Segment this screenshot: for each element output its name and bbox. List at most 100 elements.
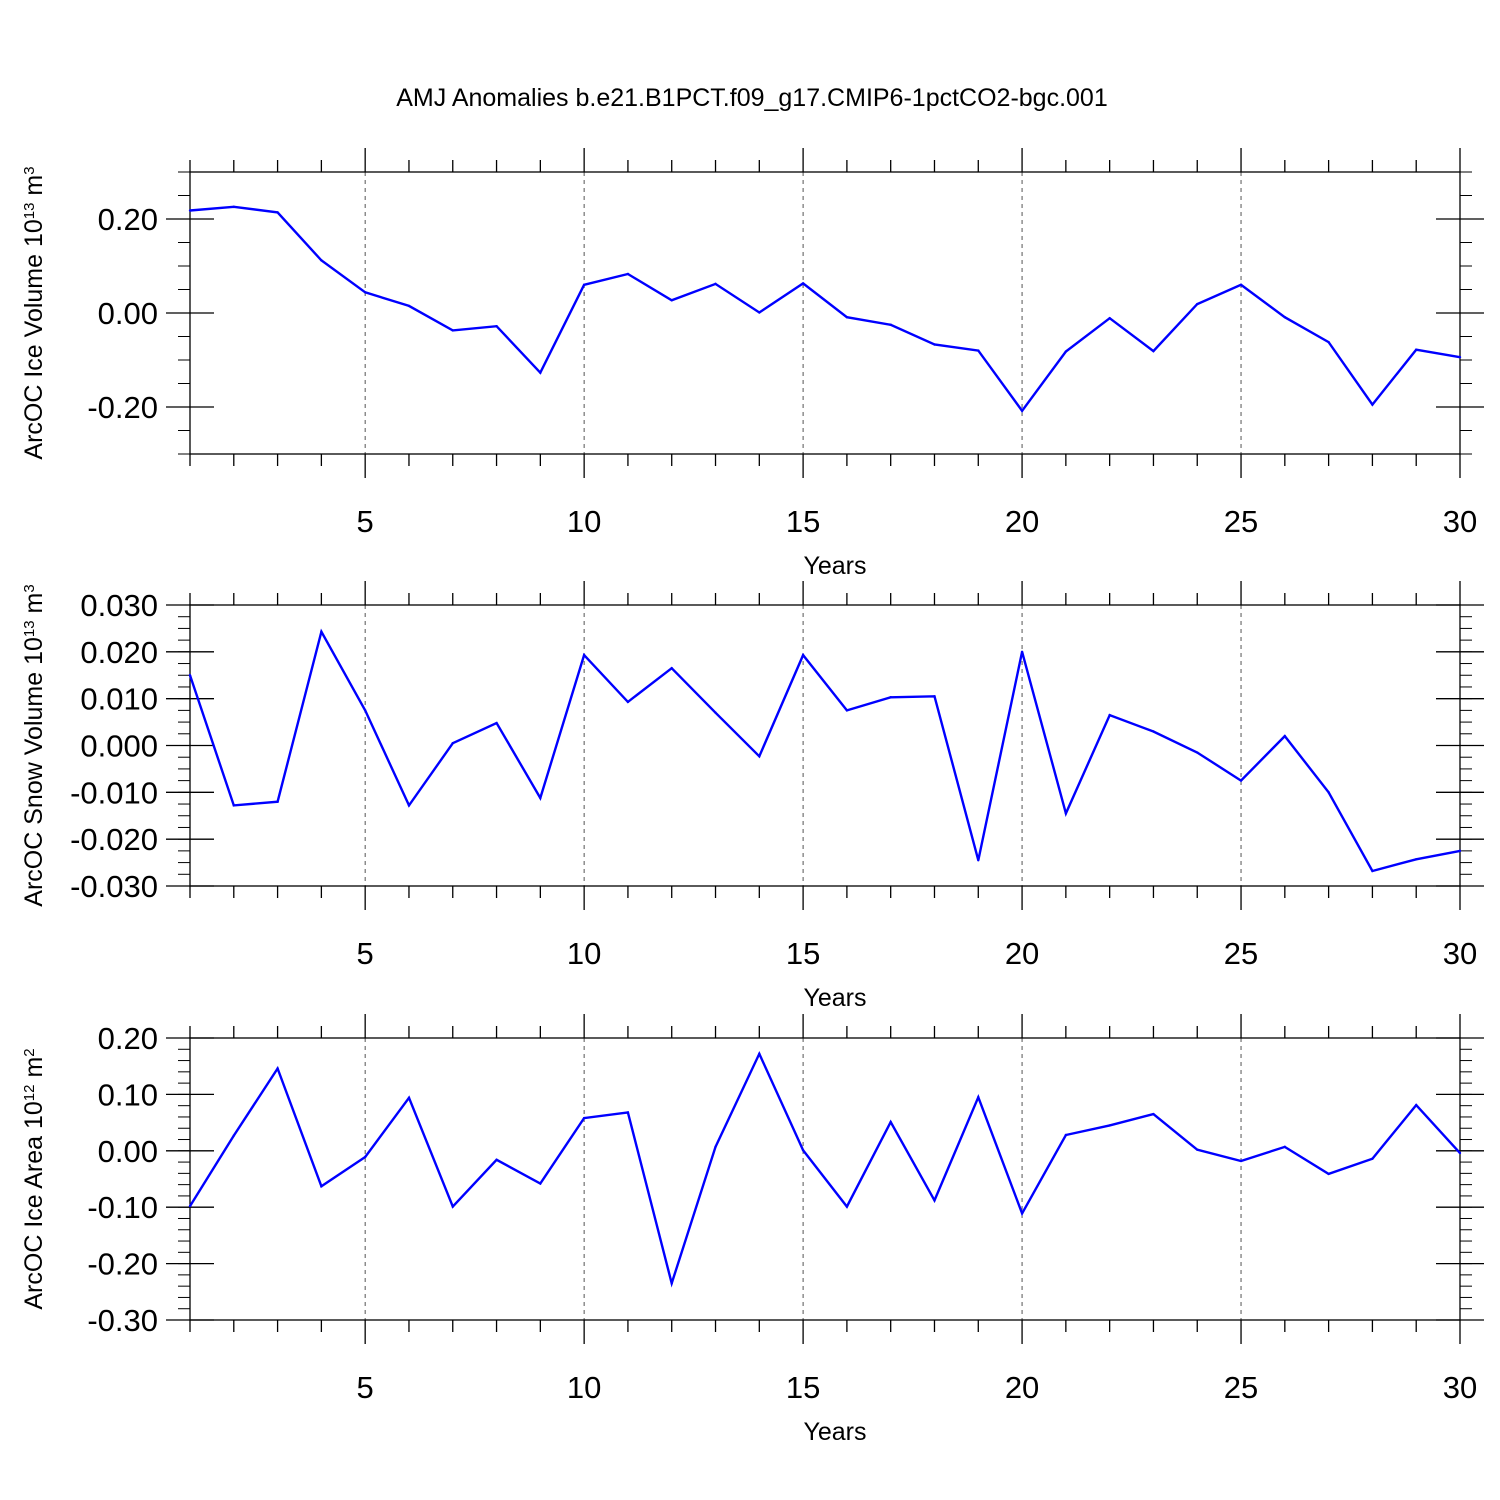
data-point (539, 1182, 542, 1185)
plot-frame (189, 171, 1461, 455)
data-point (1371, 403, 1374, 406)
data-point (276, 1067, 279, 1070)
data-point (1458, 849, 1462, 853)
data-point (1458, 355, 1462, 359)
y-axis-label-unit: m (20, 175, 48, 203)
data-point (1020, 1212, 1024, 1215)
data-point (626, 272, 630, 276)
data-point (1196, 302, 1199, 306)
y-axis-label-base: ArcOC Ice Volume 10 (20, 219, 48, 459)
data-point (188, 1204, 192, 1208)
data-point (670, 299, 673, 302)
data-point (582, 653, 586, 657)
data-point (1415, 348, 1418, 351)
data-point (495, 324, 498, 328)
data-point (1108, 1124, 1111, 1127)
y-tick-label: -0.020 (70, 822, 158, 857)
data-point (1283, 1145, 1287, 1149)
data-point (845, 709, 849, 712)
data-point (758, 311, 761, 314)
x-tick-label: 15 (786, 1370, 820, 1405)
y-tick-label: -0.10 (87, 1190, 158, 1225)
panel-snow-volume: 5 10 15 20 25 30 Years 0.030 0.020 0.010 0.000 -0.0… (20, 581, 1484, 1012)
data-point (451, 329, 454, 332)
data-point (801, 653, 805, 657)
data-point (977, 349, 980, 352)
panel-ice-area: 5 10 15 20 25 30 Years 0.20 0.10 0.00 -0.10 -0.20 -0… (20, 1014, 1484, 1446)
data-point (670, 1282, 673, 1285)
y-axis-label-base: ArcOC Ice Area 10 (20, 1101, 48, 1309)
x-tick-label: 20 (1005, 1370, 1039, 1405)
data-point (1064, 1133, 1068, 1137)
data-point (889, 1120, 892, 1124)
y-axis-label: ArcOC Ice Volume 1013 m3 (20, 166, 48, 459)
data-point (582, 283, 586, 286)
x-tick-label: 5 (357, 504, 374, 539)
data-point (582, 1116, 586, 1120)
x-tick-label: 25 (1224, 1370, 1258, 1405)
data-point (451, 741, 454, 745)
data-point (188, 209, 192, 212)
data-point (1415, 858, 1418, 861)
y-tick-label: 0.00 (98, 296, 158, 331)
x-tick-label: 20 (1005, 504, 1039, 539)
data-point (495, 1158, 498, 1162)
data-point (1239, 779, 1243, 782)
data-point (714, 711, 717, 714)
data-point (495, 721, 498, 725)
x-tick-label: 25 (1224, 936, 1258, 971)
series-line (189, 205, 1461, 413)
y-tick-label: 0.020 (80, 635, 158, 670)
figure-title: AMJ Anomalies b.e21.B1PCT.f09_g17.CMIP6-… (396, 84, 1108, 112)
data-point (1196, 751, 1199, 754)
x-tick-label: 5 (357, 1370, 374, 1405)
y-tick-label: -0.010 (70, 775, 158, 810)
data-point (276, 211, 279, 214)
data-point (1327, 340, 1330, 344)
data-point (320, 259, 323, 262)
x-axis-label: Years (803, 552, 866, 580)
data-point (232, 205, 235, 208)
data-point (626, 1111, 630, 1114)
data-point (232, 804, 235, 807)
data-point (714, 282, 717, 286)
x-tick-label: 30 (1443, 504, 1477, 539)
data-point (1283, 316, 1287, 319)
data-point (933, 1199, 936, 1202)
data-point (1239, 1159, 1243, 1163)
data-point (758, 755, 761, 758)
data-point (232, 1134, 235, 1137)
data-point (1020, 650, 1024, 654)
y-axis-label-unit: m (20, 593, 48, 621)
data-point (407, 804, 411, 807)
x-tick-label: 10 (567, 936, 601, 971)
data-point (1108, 316, 1111, 320)
data-point (889, 696, 892, 699)
plot-frame (189, 1037, 1461, 1321)
data-point (320, 1185, 323, 1188)
x-tick-label: 30 (1443, 936, 1477, 971)
data-point (1152, 349, 1155, 353)
data-point (1108, 713, 1111, 717)
y-tick-label: 0.010 (80, 682, 158, 717)
x-axis-label: Years (803, 1418, 866, 1446)
y-axis-label-unit-exponent: 2 (21, 1048, 38, 1056)
data-point (1239, 283, 1243, 286)
y-tick-label: -0.20 (87, 390, 158, 425)
data-point (1327, 1172, 1330, 1176)
y-tick-label: -0.30 (87, 1303, 158, 1338)
y-tick-label: 0.030 (80, 588, 158, 623)
y-tick-label: 0.000 (80, 729, 158, 764)
data-point (1064, 812, 1068, 815)
data-point (1327, 791, 1330, 794)
data-point (451, 1205, 454, 1208)
y-axis-label-unit: m (20, 1057, 48, 1085)
y-axis-label-base: ArcOC Snow Volume 10 (20, 637, 48, 907)
x-tick-label: 30 (1443, 1370, 1477, 1405)
y-tick-label: 0.20 (98, 202, 158, 237)
data-point (977, 859, 980, 862)
y-tick-label: 0.20 (98, 1021, 158, 1056)
data-point (933, 343, 936, 346)
y-tick-label: -0.030 (70, 869, 158, 904)
